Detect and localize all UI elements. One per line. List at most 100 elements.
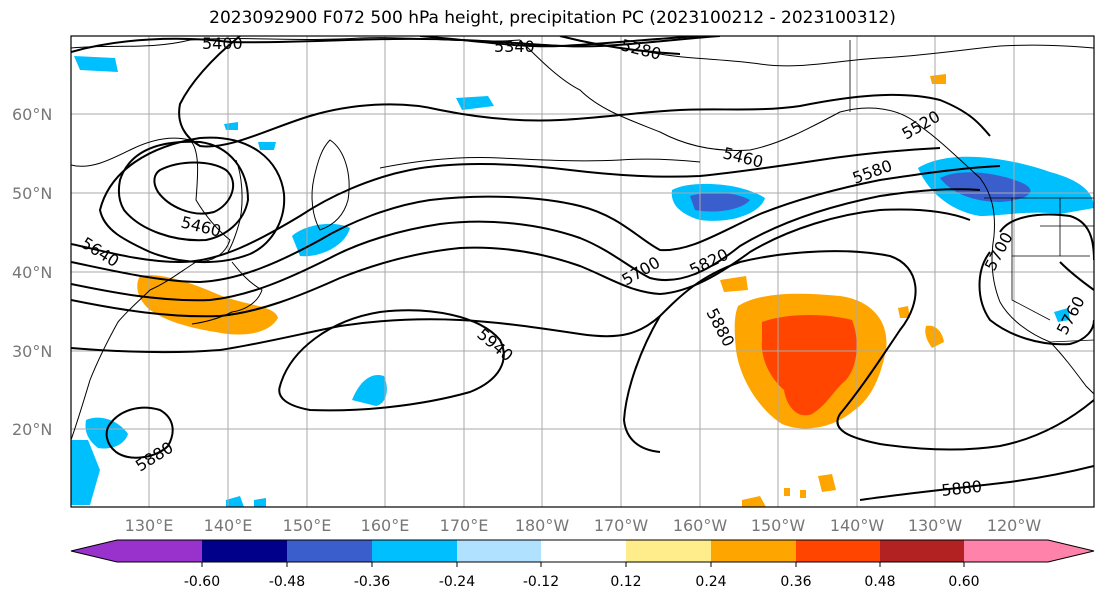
precip-patch-bottom-1 xyxy=(226,496,244,507)
colorbar: -0.60 -0.48 -0.36 -0.24 -0.12 0.12 0.24 … xyxy=(70,539,1095,590)
contour-label: 5700 xyxy=(619,253,664,290)
colorbar-extend-high xyxy=(1048,540,1094,562)
contour-label: 5520 xyxy=(899,107,944,144)
colorbar-segment xyxy=(796,540,880,562)
map-title: 2023092900 F072 500 hPa height, precipit… xyxy=(209,8,896,28)
contour-band-4 xyxy=(71,208,971,318)
precip-patch-small-east-3 xyxy=(898,306,910,318)
contour-5880-se xyxy=(859,465,1094,501)
colorbar-tick-label: 0.36 xyxy=(780,574,811,590)
lat-tick-label: 40°N xyxy=(12,263,52,282)
precip-patch-sw-corner xyxy=(71,440,100,505)
lon-tick-label: 170°E xyxy=(440,516,489,535)
coast-kamchatka xyxy=(311,139,350,231)
precip-patch-bottom-east xyxy=(818,474,836,492)
colorbar-segment xyxy=(711,540,796,562)
precip-patch-california xyxy=(1054,308,1070,322)
contour-label: 5880 xyxy=(702,305,738,350)
colorbar-tick-label: -0.48 xyxy=(269,574,305,590)
colorbar-segment xyxy=(880,540,964,562)
colorbar-segment xyxy=(541,540,626,562)
colorbar-ticks xyxy=(201,562,965,567)
colorbar-tick-label: 0.60 xyxy=(948,574,979,590)
map-frame xyxy=(70,35,1095,508)
precip-positive-patches xyxy=(137,74,946,507)
contour-5880-main xyxy=(71,250,1094,451)
lat-tick-label: 60°N xyxy=(12,105,52,124)
contour-label: 5880 xyxy=(132,438,177,476)
colorbar-tick-label: -0.24 xyxy=(439,574,475,590)
colorbar-tick-label: 0.24 xyxy=(695,574,726,590)
colorbar-segment xyxy=(457,540,541,562)
precip-patch-small-east-2 xyxy=(930,74,946,84)
contour-label: 5700 xyxy=(981,229,1017,274)
contour-5460-north xyxy=(178,36,991,148)
border-mexico xyxy=(1049,339,1094,343)
lon-tick-label: 170°W xyxy=(594,516,649,535)
colorbar-extend-low xyxy=(71,540,117,562)
colorbar-segment xyxy=(202,540,287,562)
precip-patch-japan xyxy=(137,275,278,335)
colorbar-segment xyxy=(287,540,372,562)
precip-patch-small-1 xyxy=(258,142,276,150)
contour-label: 5940 xyxy=(473,325,516,366)
contour-label: 5460 xyxy=(179,212,223,240)
contour-band-3 xyxy=(71,188,981,302)
lon-tick-label: 180°W xyxy=(515,516,570,535)
colorbar-segment xyxy=(117,540,202,562)
lat-tick-label: 30°N xyxy=(12,342,52,361)
border-us-states-1 xyxy=(1011,198,1061,257)
contour-label: 5340 xyxy=(494,37,535,56)
colorbar-tick-label: -0.36 xyxy=(354,574,390,590)
coast-us-west xyxy=(991,235,1094,395)
precip-patch-bottom-east-3 xyxy=(784,488,790,496)
contour-band-2 xyxy=(71,165,1001,284)
contour-5880-sw xyxy=(105,406,174,459)
contour-5280 xyxy=(559,36,681,55)
lon-tick-label: 120°W xyxy=(987,516,1042,535)
lon-tick-label: 130°W xyxy=(908,516,963,535)
lat-tick-label: 20°N xyxy=(12,420,52,439)
coast-canada-north xyxy=(639,44,1094,67)
colorbar-tick-label: 0.48 xyxy=(864,574,895,590)
contour-5700-east xyxy=(999,213,1094,261)
contour-label: 5880 xyxy=(940,477,982,500)
precip-patch-small-2 xyxy=(224,122,238,130)
precip-patch-bottom-east-4 xyxy=(800,490,806,498)
precip-patch-bottom-east-2 xyxy=(742,496,766,507)
borders xyxy=(849,40,1094,343)
contour-5760 xyxy=(978,251,1094,346)
contour-label: 5820 xyxy=(686,245,731,280)
coast-alaska xyxy=(519,39,995,237)
lon-tick-label: 130°E xyxy=(125,516,174,535)
lat-tick-labels: 60°N 50°N 40°N 30°N 20°N xyxy=(12,105,52,439)
coast-japan xyxy=(191,261,263,325)
contour-5940 xyxy=(278,309,505,412)
lon-tick-label: 150°W xyxy=(751,516,806,535)
lon-tick-label: 140°E xyxy=(204,516,253,535)
precip-patch-small-east-1 xyxy=(720,276,748,292)
contour-label: 5400 xyxy=(202,34,243,53)
lat-lon-grid xyxy=(71,36,1094,507)
contour-5580-outer xyxy=(98,136,286,264)
precip-patch-hawaii-core xyxy=(761,315,857,416)
contour-5880-dip xyxy=(622,315,661,453)
height-contours xyxy=(71,36,1094,501)
colorbar-segment xyxy=(372,540,457,562)
border-us-states-2 xyxy=(1011,256,1051,321)
colorbar-tick-label: 0.12 xyxy=(610,574,641,590)
contour-band-1 xyxy=(71,147,941,264)
coast-aleutians xyxy=(379,156,701,169)
contour-5460-low xyxy=(153,161,235,215)
precip-patch-gulf-alaska-core xyxy=(690,192,750,212)
precip-patch-bering xyxy=(456,96,494,110)
lat-tick-label: 50°N xyxy=(12,184,52,203)
lon-tick-labels: 130°E 140°E 150°E 160°E 170°E 180°W 170°… xyxy=(125,516,1042,535)
lon-tick-label: 160°W xyxy=(673,516,728,535)
colorbar-tick-label: -0.60 xyxy=(184,574,220,590)
precip-patch-okhotsk xyxy=(74,56,118,72)
lon-tick-label: 140°W xyxy=(830,516,885,535)
contour-5340 xyxy=(419,36,701,48)
precip-patch-pacific xyxy=(352,375,387,406)
lon-tick-label: 160°E xyxy=(361,516,410,535)
